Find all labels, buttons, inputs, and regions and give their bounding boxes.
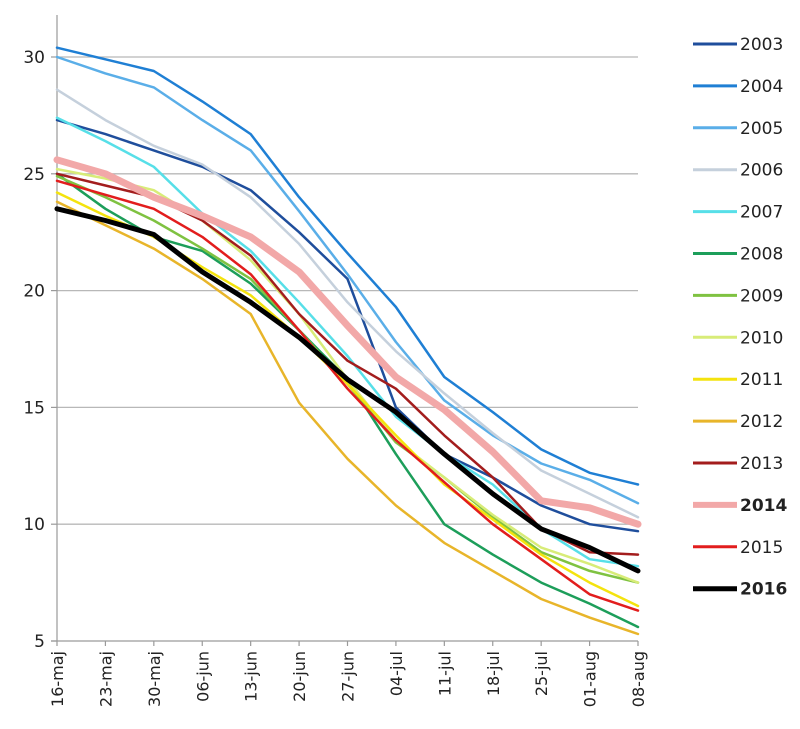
series-line-2014 xyxy=(53,156,642,528)
x-tick-label: 20-jun xyxy=(290,651,309,702)
y-tick-label: 30 xyxy=(23,48,45,68)
series-line-2003 xyxy=(55,118,640,533)
series-line-2006 xyxy=(55,88,640,519)
x-tick-label: 11-jul xyxy=(435,651,454,696)
series-line-2016 xyxy=(54,206,641,574)
legend-label-2004: 2004 xyxy=(740,77,783,97)
x-tick-label: 13-jun xyxy=(242,651,261,702)
x-tick-label: 18-jul xyxy=(484,651,503,696)
gridlines xyxy=(57,56,638,525)
legend-label-2014: 2014 xyxy=(740,496,787,516)
x-tick-label: 08-aug xyxy=(629,651,648,707)
y-tick-label: 25 xyxy=(23,165,45,185)
legend-label-2008: 2008 xyxy=(740,245,783,265)
series-line-2004 xyxy=(55,46,640,486)
x-tick-label: 06-jun xyxy=(193,651,212,702)
legend-label-2003: 2003 xyxy=(740,35,783,55)
legend-label-2015: 2015 xyxy=(740,538,783,558)
legend-label-2011: 2011 xyxy=(740,370,783,390)
x-tick-label: 27-jun xyxy=(339,651,358,702)
y-tick-label: 20 xyxy=(23,282,45,302)
x-tick-label: 30-maj xyxy=(145,651,164,707)
legend-label-2007: 2007 xyxy=(740,203,783,223)
legend: 2003 2004 2005 2006 2007 2008 2009 2010 2011 2012… xyxy=(693,35,787,600)
x-tick-label: 23-maj xyxy=(96,651,115,707)
series-line-2015 xyxy=(55,179,640,612)
y-tick-label: 5 xyxy=(34,632,45,652)
x-tick-label: 16-maj xyxy=(48,651,67,707)
x-tick-label: 01-aug xyxy=(581,651,600,707)
legend-label-2006: 2006 xyxy=(740,161,783,181)
legend-label-2013: 2013 xyxy=(740,454,783,474)
series-line-2012 xyxy=(55,200,640,636)
x-tick-label: 04-jul xyxy=(387,651,406,696)
x-tick-label: 25-jul xyxy=(532,651,551,696)
series-line-2005 xyxy=(55,55,640,505)
legend-label-2009: 2009 xyxy=(740,286,783,306)
series-lines xyxy=(53,46,642,636)
y-tick-label: 10 xyxy=(23,515,45,535)
legend-label-2012: 2012 xyxy=(740,412,783,432)
legend-label-2005: 2005 xyxy=(740,119,783,139)
y-tick-label: 15 xyxy=(23,398,45,418)
legend-label-2010: 2010 xyxy=(740,328,783,348)
legend-label-2016: 2016 xyxy=(740,580,787,600)
y-tick-labels: 5 10 15 20 25 30 xyxy=(23,48,57,652)
x-tick-labels: 16-maj 23-maj 30-maj 06-jun 13-jun 20-jun 27-j… xyxy=(48,641,648,707)
